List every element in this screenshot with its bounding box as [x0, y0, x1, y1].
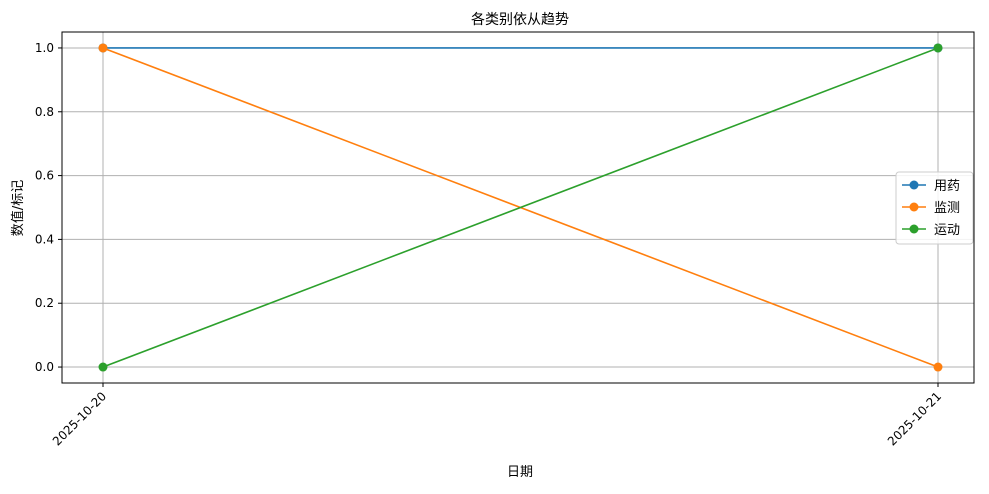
x-axis-ticks: 2025-10-20 2025-10-21	[50, 383, 944, 448]
y-axis-ticks: 0.0 0.2 0.4 0.6 0.8 1.0	[35, 41, 62, 374]
data-point	[98, 362, 108, 372]
legend-marker	[909, 202, 919, 212]
y-tick-label: 0.2	[35, 296, 54, 310]
y-tick-label: 0.0	[35, 360, 54, 374]
data-point	[98, 43, 108, 53]
x-axis-label: 日期	[507, 465, 533, 480]
y-tick-label: 0.8	[35, 105, 54, 119]
series-layer	[98, 43, 943, 372]
x-tick-label: 2025-10-20	[50, 389, 109, 448]
y-tick-label: 0.4	[35, 232, 54, 246]
y-axis-label: 数值/标记	[10, 180, 26, 236]
y-tick-label: 1.0	[35, 41, 54, 55]
legend-label: 监测	[934, 201, 960, 216]
chart-title: 各类别依从趋势	[471, 12, 569, 28]
plot-frame	[61, 31, 975, 384]
legend-label: 用药	[934, 179, 960, 194]
data-point	[933, 362, 943, 372]
data-point	[933, 43, 943, 53]
legend-marker	[909, 180, 919, 190]
series-line	[102, 47, 939, 368]
legend-marker	[909, 224, 919, 234]
x-tick-label: 2025-10-21	[885, 389, 944, 448]
y-tick-label: 0.6	[35, 169, 54, 183]
legend-label: 运动	[934, 223, 960, 238]
